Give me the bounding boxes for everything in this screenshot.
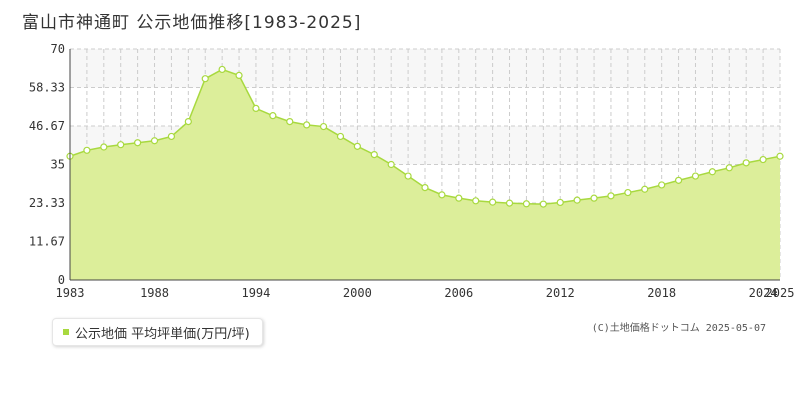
y-tick-label: 23.33 — [29, 196, 65, 210]
x-tick-label: 2024 — [749, 286, 778, 300]
data-point — [184, 117, 192, 126]
data-point — [235, 71, 243, 80]
data-point — [83, 146, 91, 154]
legend: 公示地価 平均坪単価(万円/坪) — [52, 318, 263, 346]
data-point — [387, 160, 395, 169]
axes — [69, 49, 780, 281]
y-tick-label: 58.33 — [29, 81, 65, 95]
data-point — [759, 155, 767, 164]
area-series-fill — [70, 69, 780, 281]
x-tick-label: 2006 — [444, 286, 473, 300]
x-tick-label: 2000 — [343, 286, 372, 300]
data-point — [658, 181, 666, 189]
data-points — [66, 65, 784, 208]
y-tick-label: 35 — [51, 158, 65, 172]
data-point — [218, 65, 226, 74]
data-point — [674, 176, 683, 184]
data-point — [167, 132, 176, 141]
y-tick-label: 70 — [51, 42, 65, 56]
data-point — [708, 168, 716, 176]
x-tick-label: 2012 — [546, 286, 575, 300]
y-tick-label: 0 — [58, 273, 65, 287]
data-point — [286, 117, 294, 126]
data-point — [607, 192, 615, 200]
data-point — [336, 132, 345, 141]
legend-swatch — [63, 329, 69, 335]
data-point — [556, 198, 564, 207]
y-tick-labels: 0 11.67 23.33 35 46.67 58.33 70 — [29, 42, 65, 287]
x-tick-label: 1988 — [140, 286, 169, 300]
chart-title: 富山市神通町 公示地価推移[1983-2025] — [22, 13, 362, 33]
data-point — [539, 200, 547, 208]
x-tick-label: 2025 — [766, 286, 795, 300]
data-point — [404, 172, 412, 180]
plot-band — [70, 49, 780, 88]
copyright-credit: (C)土地価格ドットコム 2025-05-07 — [591, 323, 766, 334]
data-point — [353, 142, 361, 150]
data-point — [522, 200, 531, 208]
data-point — [201, 75, 209, 83]
data-point — [624, 188, 632, 197]
x-tick-label: 1983 — [56, 286, 85, 300]
data-point — [117, 141, 125, 149]
data-point — [100, 143, 108, 151]
data-point — [303, 121, 311, 129]
data-point — [573, 196, 581, 204]
y-tick-label: 46.67 — [29, 119, 65, 133]
data-point — [370, 151, 378, 159]
data-point — [590, 194, 598, 202]
data-point — [252, 104, 260, 113]
data-point — [641, 185, 649, 193]
data-point — [742, 159, 750, 167]
data-point — [421, 184, 429, 192]
data-point — [776, 152, 784, 160]
data-point — [455, 194, 463, 202]
data-point — [725, 164, 733, 172]
data-point — [134, 139, 142, 147]
data-point — [319, 122, 328, 131]
data-point — [472, 197, 480, 205]
data-point — [269, 112, 277, 120]
data-point — [505, 199, 514, 207]
x-tick-label: 1994 — [241, 286, 270, 300]
x-tick-label: 2018 — [647, 286, 676, 300]
data-point — [150, 137, 159, 145]
data-point — [438, 191, 446, 199]
data-point — [691, 172, 700, 180]
y-tick-label: 11.67 — [29, 234, 65, 248]
data-point — [489, 198, 497, 206]
legend-label: 公示地価 平均坪単価(万円/坪) — [75, 326, 250, 342]
